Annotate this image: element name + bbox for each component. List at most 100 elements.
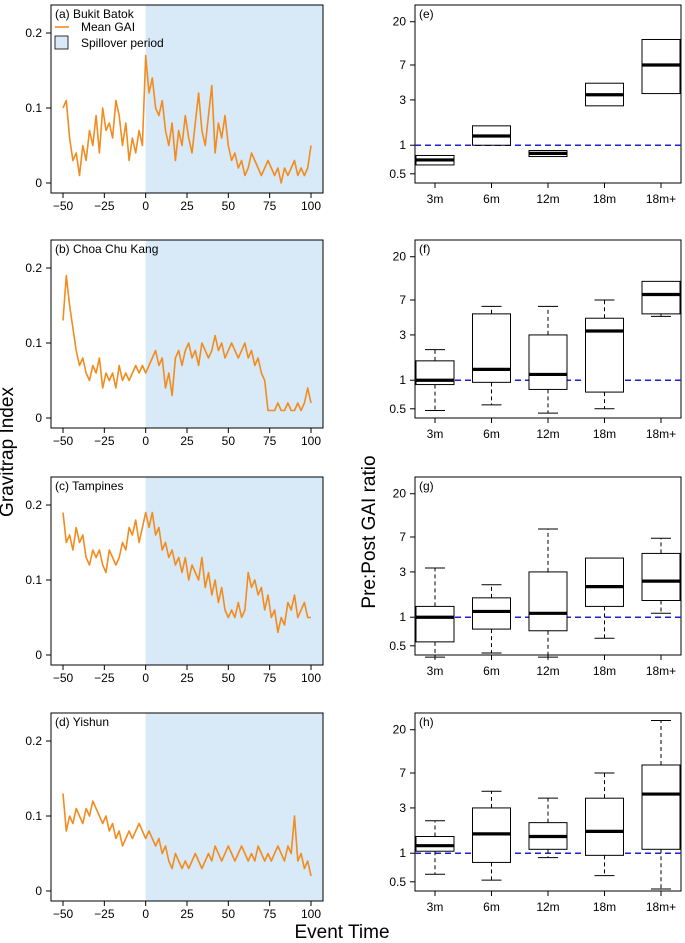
x-tick-label: 75 [263, 434, 277, 448]
x-tick-label: 75 [263, 907, 277, 921]
x-tick-label: −25 [94, 199, 115, 213]
x-tick-label: 6m [483, 900, 500, 914]
y-tick-label: 7 [399, 58, 406, 72]
mean-gai-line [62, 54, 312, 184]
x-tick-label: −25 [94, 671, 115, 685]
y-tick-label: 20 [393, 15, 407, 29]
box-iqr [415, 836, 455, 852]
panel-title: (f) [419, 242, 430, 256]
y-tick-label: 0.1 [25, 336, 42, 350]
y-tick-label: 7 [399, 293, 406, 307]
x-tick-label: 75 [263, 671, 277, 685]
y-tick-label: 1 [399, 846, 406, 860]
y-tick-label: 20 [393, 487, 407, 501]
x-tick-label: 18m+ [646, 427, 676, 441]
x-tick-label: 6m [483, 664, 500, 678]
panel-title: (a) Bukit Batok [55, 7, 135, 21]
mean-gai-line [62, 511, 311, 634]
legend-label: Spillover period [81, 36, 164, 50]
box-iqr [472, 313, 511, 383]
y-tick-label: 1 [399, 373, 406, 387]
y-tick-label: 7 [399, 530, 406, 544]
box-iqr [585, 797, 624, 856]
x-tick-label: −50 [53, 671, 74, 685]
y-tick-label: 0.2 [25, 734, 42, 748]
y-tick-label: 3 [399, 801, 406, 815]
y-tick-label: 0.1 [25, 809, 42, 823]
x-tick-label: 12m [536, 192, 559, 206]
box-iqr [641, 280, 681, 315]
panel-title: (h) [419, 715, 434, 729]
box-iqr [641, 764, 681, 850]
x-tick-label: 25 [180, 434, 194, 448]
y-tick-label: 0.5 [389, 167, 406, 181]
y-tick-label: 0.1 [25, 573, 42, 587]
x-tick-label: −50 [53, 907, 74, 921]
box-iqr [415, 605, 455, 643]
x-tick-label: −25 [94, 907, 115, 921]
x-tick-label: 75 [263, 199, 277, 213]
y-tick-label: 20 [393, 250, 407, 264]
x-tick-label: 100 [301, 434, 321, 448]
box-iqr [585, 557, 624, 607]
x-tick-label: 3m [427, 192, 444, 206]
y-tick-label: 0.2 [25, 261, 42, 275]
y-tick-label: 3 [399, 328, 406, 342]
legend-area-swatch [54, 35, 69, 50]
x-tick-label: 50 [222, 199, 236, 213]
x-tick-label: 0 [142, 671, 149, 685]
x-tick-label: 12m [536, 900, 559, 914]
x-tick-label: 25 [180, 907, 194, 921]
x-tick-label: −50 [53, 199, 74, 213]
y-tick-label: 20 [393, 723, 407, 737]
panel-title: (b) Choa Chu Kang [55, 242, 158, 256]
x-tick-label: 18m+ [646, 900, 676, 914]
line-panel-1: (b) Choa Chu Kang −50 −25 0 25 50 75 100 0 0.1 0.2 [25, 239, 324, 448]
y-axis-label-right: Pre:Post GAI ratio [359, 455, 380, 608]
x-tick-label: −25 [94, 434, 115, 448]
y-tick-label: 0.5 [389, 875, 406, 889]
mean-gai-line [62, 274, 312, 412]
x-axis-label-bottom: Event Time [294, 922, 389, 943]
line-panel-2: (c) Tampines −50 −25 0 25 50 75 100 0 0.1 0.2 [25, 476, 324, 685]
y-tick-label: 0 [35, 176, 42, 190]
plot-frame [414, 712, 682, 892]
box-panel-6: (g) 3m 6m 12m 18m 18m+ 0.5 1 3 7 20 [389, 476, 682, 678]
x-tick-label: 50 [222, 907, 236, 921]
x-tick-label: 6m [483, 192, 500, 206]
x-tick-label: 6m [483, 427, 500, 441]
box-panel-5: (f) 3m 6m 12m 18m 18m+ 0.5 1 3 7 20 [389, 239, 682, 441]
panel-title: (c) Tampines [55, 479, 123, 493]
x-tick-label: 18m [593, 664, 616, 678]
panel-title: (d) Yishun [55, 715, 109, 729]
x-tick-label: 0 [142, 907, 149, 921]
x-tick-label: 18m [593, 192, 616, 206]
y-tick-label: 0 [35, 648, 42, 662]
legend-label: Mean GAI [81, 20, 135, 34]
mean-gai-line [62, 793, 312, 877]
spillover-shading [145, 713, 323, 901]
box-iqr [528, 571, 568, 632]
x-tick-label: 3m [427, 664, 444, 678]
x-tick-label: 3m [427, 900, 444, 914]
box-iqr [528, 334, 568, 390]
y-tick-label: 7 [399, 766, 406, 780]
y-tick-label: 0.5 [389, 402, 406, 416]
x-tick-label: 12m [536, 427, 559, 441]
x-tick-label: 12m [536, 664, 559, 678]
y-tick-label: 3 [399, 93, 406, 107]
x-tick-label: 100 [301, 671, 321, 685]
y-tick-label: 0 [35, 884, 42, 898]
x-tick-label: 0 [142, 434, 149, 448]
panel-title: (e) [419, 7, 434, 21]
spillover-shading [145, 5, 323, 193]
y-tick-label: 0.2 [25, 498, 42, 512]
x-tick-label: 100 [301, 199, 321, 213]
y-tick-label: 1 [399, 138, 406, 152]
x-tick-label: 25 [180, 671, 194, 685]
box-iqr [472, 597, 511, 630]
y-tick-label: 0 [35, 411, 42, 425]
box-panel-4: (e) 3m 6m 12m 18m 18m+ 0.5 1 3 7 20 [389, 4, 682, 206]
